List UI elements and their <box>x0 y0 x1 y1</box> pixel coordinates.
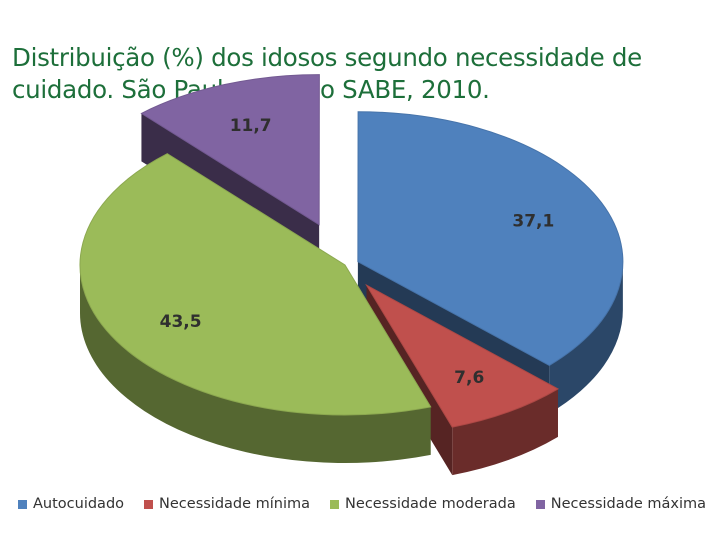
legend-swatch <box>330 499 340 509</box>
legend-item-autocuidado: Autocuidado <box>18 496 124 512</box>
legend-label: Autocuidado <box>33 496 125 512</box>
data-label-autocuidado: 37,1 <box>512 211 554 231</box>
pie-tops <box>79 74 624 428</box>
legend-swatch <box>18 499 27 509</box>
legend-swatch <box>144 499 154 509</box>
data-label-necessidade-moderada: 43,5 <box>160 312 202 332</box>
chart-legend: Autocuidado Necessidade mínima Necessidade… <box>18 496 706 512</box>
pie-slice-necessidade-moderada <box>79 153 432 416</box>
pie-slice-necessidade-maxima <box>140 74 320 226</box>
legend-item-necessidade-moderada: Necessidade moderada <box>330 496 516 512</box>
data-label-necessidade-minima: 7,6 <box>454 368 484 388</box>
legend-label: Necessidade moderada <box>345 496 516 512</box>
pie-data-labels: 37,1 7,6 43,5 11,7 <box>160 116 555 388</box>
legend-label: Necessidade mínima <box>159 496 311 512</box>
pie-side-necessidade-minima <box>452 388 558 476</box>
legend-item-necessidade-maxima: Necessidade máxima <box>535 496 706 512</box>
legend-item-necessidade-minima: Necessidade mínima <box>144 496 310 512</box>
pie-slice-necessidade-minima <box>365 283 560 428</box>
legend-swatch <box>535 499 545 509</box>
data-label-necessidade-maxima: 11,7 <box>230 116 272 136</box>
pie-side-autocuidado <box>549 261 623 414</box>
pie-slice-autocuidado <box>357 111 624 366</box>
legend-label: Necessidade máxima <box>550 496 706 512</box>
pie-side-necessidade-moderada <box>80 265 431 463</box>
